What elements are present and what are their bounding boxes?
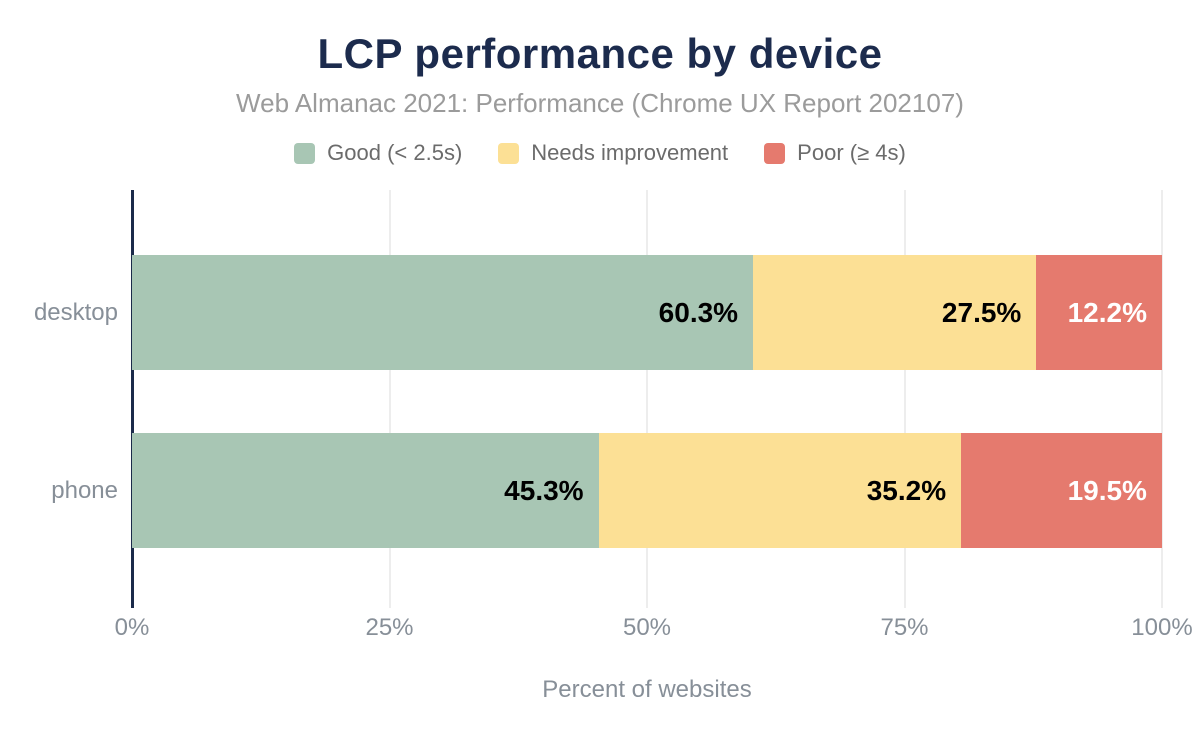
x-axis-title: Percent of websites — [542, 676, 752, 703]
legend-swatch-icon — [764, 142, 786, 164]
gridline — [646, 190, 648, 608]
bar-segment-label: 60.3% — [658, 296, 739, 328]
x-tick-label: 25% — [365, 614, 414, 641]
legend-item[interactable]: Good (< 2.5s) — [294, 140, 462, 166]
legend-label: Good (< 2.5s) — [327, 140, 463, 165]
legend-item[interactable]: Poor (≥ 4s) — [764, 140, 906, 166]
bar-segment-label: 19.5% — [1067, 474, 1147, 506]
y-tick-label: desktop — [33, 298, 118, 326]
bar-segment: 27.5% — [753, 255, 1037, 370]
legend: Good (< 2.5s) Needs improvement Poor (≥ 4s… — [0, 140, 1200, 166]
x-tick-label: 75% — [880, 614, 929, 641]
gridline — [903, 190, 906, 608]
plot-area: 60.3% 27.5% 12.2% 45.3% 35.2% 19.5% — [131, 190, 1163, 608]
legend-swatch-icon — [498, 142, 520, 164]
bar-segment-label: 27.5% — [941, 296, 1022, 328]
gridline — [1161, 190, 1163, 608]
bar-segment: 60.3% — [132, 255, 754, 370]
x-tick-label: 50% — [622, 614, 672, 641]
chart-title: LCP performance by device — [317, 30, 883, 77]
chart-subtitle: Web Almanac 2021: Performance (Chrome UX… — [236, 88, 964, 118]
y-tick-label: phone — [51, 476, 118, 504]
bar-segment: 12.2% — [1036, 255, 1162, 370]
gridline — [388, 190, 391, 608]
y-axis-line — [131, 190, 134, 608]
bar-segment-label: 12.2% — [1067, 296, 1147, 328]
bar-segment: 35.2% — [598, 433, 962, 548]
legend-swatch-icon — [294, 142, 316, 164]
bar-segment-label: 35.2% — [866, 474, 947, 506]
bar-segment-label: 45.3% — [504, 474, 584, 506]
bar-row: 60.3% 27.5% 12.2% — [132, 255, 1162, 370]
legend-label: Needs improvement — [531, 140, 729, 165]
bar-segment: 45.3% — [132, 433, 599, 548]
bar-row: 45.3% 35.2% 19.5% — [132, 433, 1162, 548]
bar-segment: 19.5% — [961, 433, 1162, 548]
legend-label: Poor (≥ 4s) — [797, 140, 906, 165]
legend-item[interactable]: Needs improvement — [498, 140, 728, 166]
x-tick-label: 0% — [114, 614, 150, 641]
x-tick-label: 100% — [1131, 614, 1193, 641]
